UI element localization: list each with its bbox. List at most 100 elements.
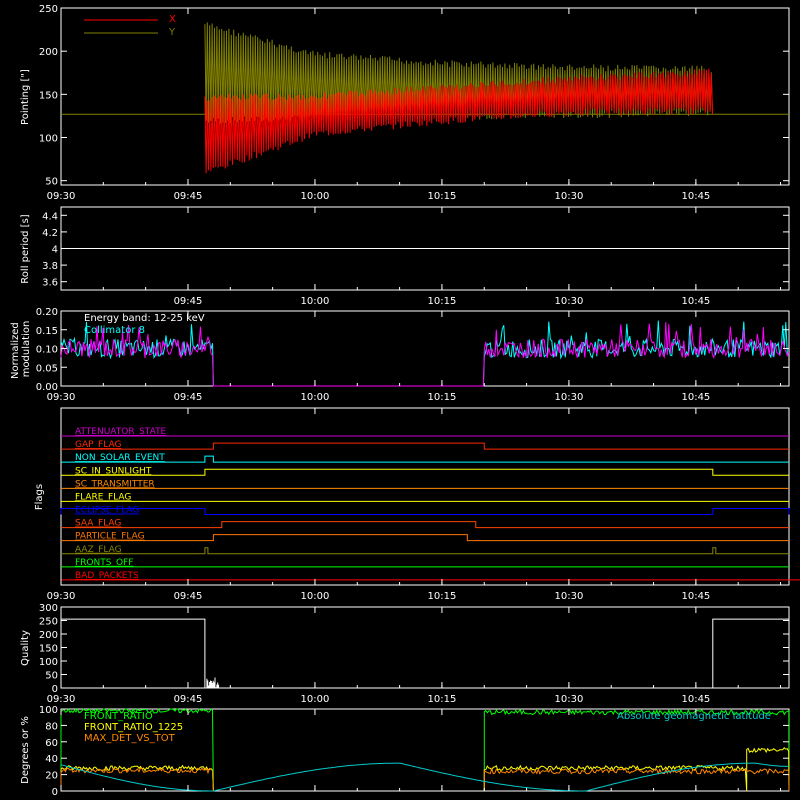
flags-xtick-label: 10:45 (681, 591, 710, 602)
flag-label-non-solar-event: NON_SOLAR_EVENT (75, 453, 165, 463)
modulation-ytick-label: 0.10 (36, 345, 58, 356)
flag-label-bad-packets: BAD_PACKETS (75, 571, 139, 581)
ratios-ylabel: Degrees or % (20, 716, 31, 784)
quality-ytick-label: 250 (39, 617, 58, 628)
quality-ytick-label: 50 (45, 671, 58, 682)
modulation-energy-annotation: Energy band: 12-25 keV (84, 313, 205, 324)
ratio-legend-front-ratio: FRONT_RATIO (84, 711, 153, 722)
pointing-ytick-label: 200 (39, 47, 58, 58)
ratios-series-max-det-vs-tot (60, 767, 790, 792)
ratios-ytick-label: 20 (45, 771, 58, 782)
quality-ytick-label: 300 (39, 603, 58, 614)
modulation-collimator-annotation: Collimator 8 (84, 325, 145, 336)
flag-line-gap-flag (61, 442, 789, 450)
ratio-geomag-annotation: Absolute geomagnetic latitude (617, 711, 771, 722)
flags-xtick-label: 09:45 (174, 591, 203, 602)
modulation-series-magenta (60, 322, 790, 387)
modulation-xtick-label: 10:00 (301, 392, 330, 403)
roll-xtick-label: 10:30 (554, 296, 583, 307)
roll-xtick-label: 09:45 (174, 296, 203, 307)
ratios-ytick-label: 60 (45, 738, 58, 749)
quality-ytick-label: 200 (39, 630, 58, 641)
pointing-ytick-label: 100 (39, 134, 58, 145)
flag-label-fronts-off: FRONTS_OFF (75, 558, 133, 568)
modulation-ytick-label: 0.00 (36, 382, 58, 393)
modulation-ylabel-line1: Normalized (10, 322, 21, 379)
flag-label-particle-flag: PARTICLE_FLAG (75, 532, 145, 542)
flags-ylabel: Flags (34, 484, 45, 510)
roll-xtick-label: 10:00 (301, 296, 330, 307)
flag-label-flare-flag: FLARE_FLAG (75, 492, 131, 502)
modulation-xtick-label: 09:45 (174, 392, 203, 403)
pointing-xtick-label: 09:45 (174, 191, 203, 202)
roll-xtick-label: 10:45 (681, 296, 710, 307)
flag-line-non-solar-event (61, 455, 789, 463)
quality-xtick-label: 10:15 (428, 694, 457, 705)
flag-label-aaz-flag: AAZ_FLAG (75, 545, 122, 555)
quality-line (61, 618, 789, 689)
ratios-ytick-label: 0 (52, 787, 58, 798)
pointing-series-x (204, 68, 713, 174)
quality-xtick-label: 09:30 (47, 694, 76, 705)
flags-xtick-label: 10:00 (301, 591, 330, 602)
modulation-xtick-label: 10:45 (681, 392, 710, 403)
quality-ytick-label: 0 (52, 684, 58, 695)
ratio-legend-max-det: MAX_DET_VS_TOT (84, 733, 176, 744)
legend-x-label: X (169, 14, 176, 25)
modulation-ylabel-line2: modulation (21, 321, 32, 378)
quality-spikes (206, 677, 220, 688)
pointing-xtick-label: 10:45 (681, 191, 710, 202)
ratio-legend-front-ratio-1225: FRONT_RATIO_1225 (84, 722, 183, 733)
pointing-xtick-label: 10:30 (554, 191, 583, 202)
quality-xtick-label: 10:45 (681, 694, 710, 705)
pointing-ytick-label: 150 (39, 90, 58, 101)
roll-ytick-label: 3.8 (42, 261, 58, 272)
pointing-xtick-label: 10:15 (428, 191, 457, 202)
modulation-ylabel: Normalized modulation (10, 319, 32, 379)
pointing-xtick-label: 09:30 (47, 191, 76, 202)
modulation-ytick-label: 0.15 (36, 326, 58, 337)
modulation-xtick-label: 09:30 (47, 392, 76, 403)
flag-line-sc-in-sunlight (61, 468, 789, 476)
roll-ytick-label: 4.2 (42, 228, 58, 239)
flag-label-attenuator-state: ATTENUATOR_STATE (75, 427, 167, 437)
modulation-xtick-label: 10:15 (428, 392, 457, 403)
flag-label-saa-flag: SAA_FLAG (75, 519, 121, 529)
flag-line-eclipse-flag (60, 508, 790, 515)
quality-xtick-label: 09:45 (174, 694, 203, 705)
pointing-ytick-label: 50 (45, 177, 58, 188)
flag-line-particle-flag (61, 534, 789, 542)
pointing-ytick-label: 250 (39, 4, 58, 15)
quality-xtick-label: 10:00 (301, 694, 330, 705)
ratios-series-absolute-geomagnetic-latitude (60, 762, 789, 792)
pointing-xtick-label: 10:00 (301, 191, 330, 202)
ratios-ytick-label: 40 (45, 754, 58, 765)
flag-label-sc-in-sunlight: SC_IN_SUNLIGHT (75, 466, 152, 476)
flag-line-saa-flag (61, 521, 789, 529)
roll-ytick-label: 4.4 (42, 211, 58, 222)
flags-xtick-label: 09:30 (47, 591, 76, 602)
roll-xtick-label: 10:15 (428, 296, 457, 307)
modulation-xtick-label: 10:30 (554, 392, 583, 403)
quality-ytick-label: 150 (39, 644, 58, 655)
flag-line-bad-packets (61, 579, 800, 581)
quality-xtick-label: 10:30 (554, 694, 583, 705)
flags-xtick-label: 10:15 (428, 591, 457, 602)
roll-ytick-label: 3.6 (42, 278, 58, 289)
roll-ytick-label: 4 (52, 245, 58, 256)
flag-label-gap-flag: GAP_FLAG (75, 440, 121, 450)
flag-line-aaz-flag (61, 547, 789, 555)
quality-ylabel: Quality (20, 630, 31, 666)
flags-xtick-label: 10:30 (554, 591, 583, 602)
modulation-ytick-label: 0.20 (36, 307, 58, 318)
flags-panel-frame (60, 407, 790, 586)
modulation-ytick-label: 0.05 (36, 363, 58, 374)
flag-label-eclipse-flag: ECLIPSE_FLAG (75, 506, 139, 516)
legend-y-label: Y (168, 27, 176, 38)
flag-label-sc-transmitter: SC_TRANSMITTER (75, 479, 155, 489)
quality-ytick-label: 100 (39, 657, 58, 668)
pointing-ylabel: Pointing ["] (20, 69, 31, 125)
ratios-ytick-label: 100 (39, 705, 58, 716)
pointing-panel-frame (60, 7, 790, 186)
